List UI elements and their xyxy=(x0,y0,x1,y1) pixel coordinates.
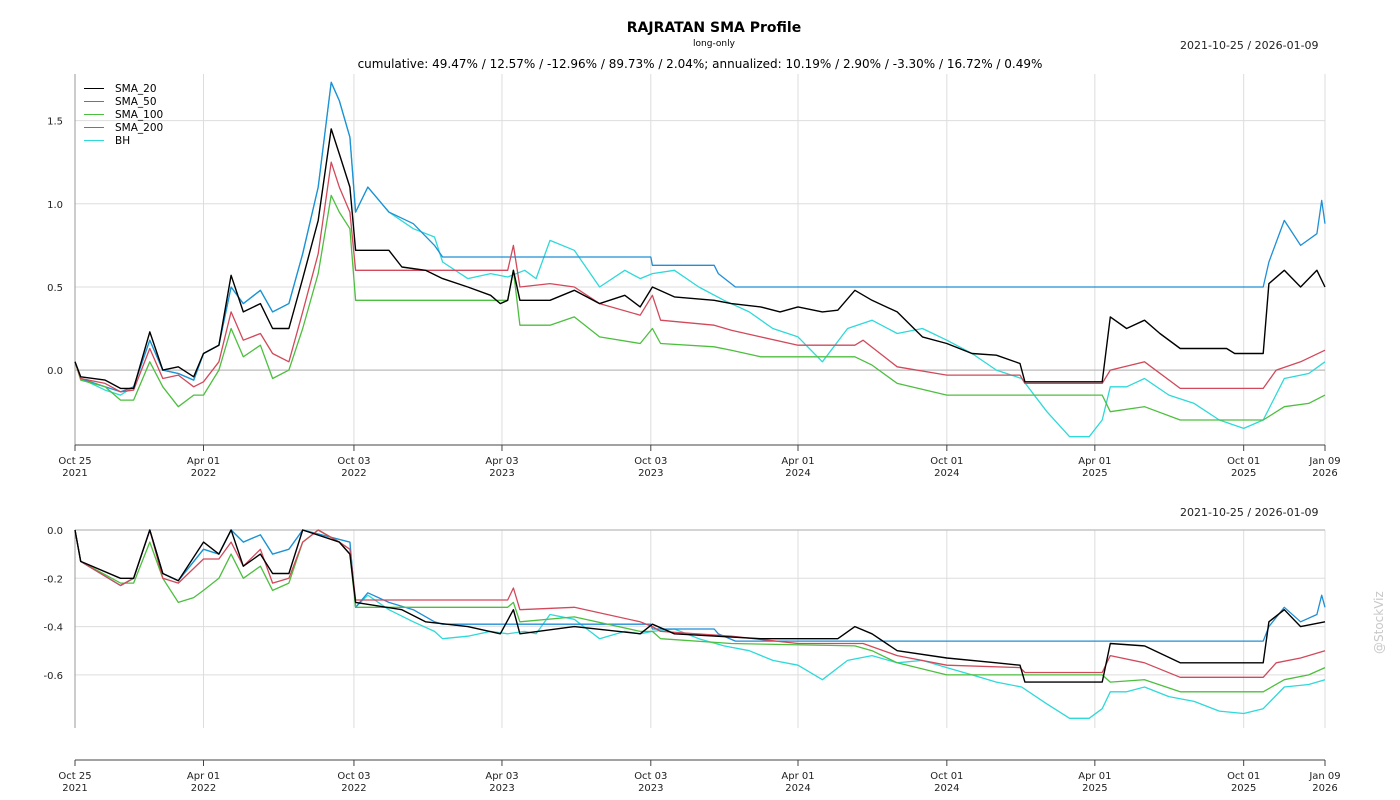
top-xtick-year: 2025 xyxy=(1231,468,1256,479)
top-xtick-label: Apr 01 xyxy=(781,456,814,467)
top-series-sma-50 xyxy=(74,161,1326,393)
legend-label: SMA_50 xyxy=(115,95,157,108)
legend-swatch xyxy=(84,88,104,89)
bottom-ytick-label: -0.6 xyxy=(43,671,63,682)
bottom-xtick-label: Oct 25 xyxy=(58,771,91,782)
legend-item-sma-50: SMA_50 xyxy=(84,95,163,108)
top-ytick-label: 0.5 xyxy=(47,283,63,294)
bottom-xtick-year: 2023 xyxy=(489,783,514,794)
bottom-ytick-label: 0.0 xyxy=(47,526,63,537)
top-xtick-year: 2023 xyxy=(638,468,663,479)
bottom-ytick-label: -0.2 xyxy=(43,574,63,585)
legend-swatch xyxy=(84,101,104,102)
bottom-xtick-label: Apr 01 xyxy=(187,771,220,782)
top-xtick-label: Oct 01 xyxy=(930,456,963,467)
bottom-xtick-label: Apr 01 xyxy=(781,771,814,782)
bottom-xtick-year: 2022 xyxy=(341,783,366,794)
bottom-xtick-label: Oct 03 xyxy=(337,771,370,782)
legend-item-sma-200: SMA_200 xyxy=(84,121,163,134)
top-xtick-year: 2021 xyxy=(62,468,87,479)
bottom-xtick-year: 2024 xyxy=(785,783,810,794)
top-xtick-year: 2025 xyxy=(1082,468,1107,479)
top-xtick-year: 2022 xyxy=(191,468,216,479)
top-xtick-label: Oct 03 xyxy=(634,456,667,467)
top-series-sma-20 xyxy=(74,128,1326,390)
top-xtick-label: Oct 03 xyxy=(337,456,370,467)
top-xtick-label: Apr 01 xyxy=(1078,456,1111,467)
bottom-xtick-label: Oct 01 xyxy=(930,771,963,782)
top-xtick-year: 2024 xyxy=(934,468,959,479)
bottom-series-sma-50 xyxy=(74,529,1326,678)
legend-item-sma-20: SMA_20 xyxy=(84,82,163,95)
bottom-xtick-year: 2024 xyxy=(934,783,959,794)
legend-label: BH xyxy=(115,134,131,147)
bottom-series-sma-100 xyxy=(74,529,1326,693)
legend-item-bh: BH xyxy=(84,134,163,147)
bottom-xtick-year: 2022 xyxy=(191,783,216,794)
bottom-xtick-year: 2023 xyxy=(638,783,663,794)
top-ytick-label: 0.0 xyxy=(47,366,63,377)
bottom-xtick-year: 2026 xyxy=(1312,783,1337,794)
top-xtick-label: Apr 01 xyxy=(187,456,220,467)
bottom-xtick-year: 2025 xyxy=(1082,783,1107,794)
bottom-xtick-label: Oct 01 xyxy=(1227,771,1260,782)
top-xtick-label: Oct 25 xyxy=(58,456,91,467)
legend-swatch xyxy=(84,140,104,141)
bottom-series-sma-20 xyxy=(74,529,1326,683)
legend-label: SMA_100 xyxy=(115,108,164,121)
top-xtick-label: Oct 01 xyxy=(1227,456,1260,467)
bottom-series-sma-200 xyxy=(74,529,1326,642)
bottom-xtick-year: 2025 xyxy=(1231,783,1256,794)
bottom-xtick-label: Oct 03 xyxy=(634,771,667,782)
bottom-xtick-year: 2021 xyxy=(62,783,87,794)
date-range-bottom: 2021-10-25 / 2026-01-09 xyxy=(1180,506,1319,519)
bottom-ytick-label: -0.4 xyxy=(43,623,63,634)
legend-label: SMA_200 xyxy=(115,121,164,134)
top-ytick-label: 1.5 xyxy=(47,117,63,128)
top-xtick-year: 2024 xyxy=(785,468,810,479)
legend: SMA_20 SMA_50 SMA_100 SMA_200 BH xyxy=(84,82,163,147)
top-ytick-label: 1.0 xyxy=(47,200,63,211)
legend-label: SMA_20 xyxy=(115,82,157,95)
top-xtick-year: 2022 xyxy=(341,468,366,479)
chart-subtitle: long-only xyxy=(693,39,735,49)
chart-title: RAJRATAN SMA Profile xyxy=(626,20,802,36)
top-xtick-year: 2026 xyxy=(1312,468,1337,479)
legend-swatch xyxy=(84,127,104,128)
legend-swatch xyxy=(84,114,104,115)
top-xtick-label: Jan 09 xyxy=(1308,456,1340,467)
top-series-sma-200 xyxy=(74,81,1326,393)
top-series-bh xyxy=(74,81,1326,438)
top-xtick-year: 2023 xyxy=(489,468,514,479)
date-range-top: 2021-10-25 / 2026-01-09 xyxy=(1180,39,1319,52)
bottom-xtick-label: Apr 03 xyxy=(485,771,518,782)
bottom-xtick-label: Apr 01 xyxy=(1078,771,1111,782)
legend-item-sma-100: SMA_100 xyxy=(84,108,163,121)
bottom-xtick-label: Jan 09 xyxy=(1308,771,1340,782)
cumulative-summary: cumulative: 49.47% / 12.57% / -12.96% / … xyxy=(357,57,1043,71)
top-xtick-label: Apr 03 xyxy=(485,456,518,467)
